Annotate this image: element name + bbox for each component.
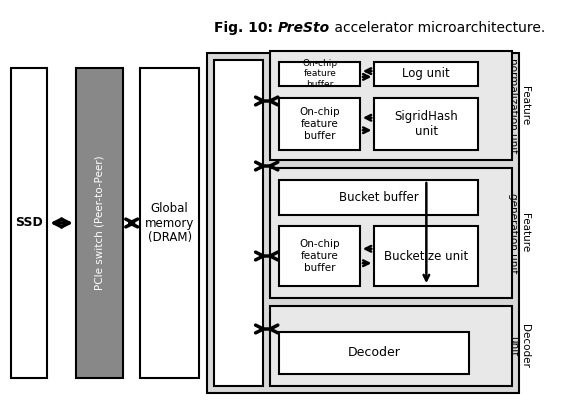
FancyBboxPatch shape: [374, 62, 478, 86]
FancyBboxPatch shape: [206, 53, 519, 393]
Text: Decoder: Decoder: [348, 346, 401, 359]
Text: Bucket buffer: Bucket buffer: [339, 191, 419, 204]
FancyBboxPatch shape: [374, 226, 478, 286]
FancyBboxPatch shape: [280, 62, 360, 86]
FancyBboxPatch shape: [270, 306, 512, 386]
FancyBboxPatch shape: [270, 168, 512, 298]
FancyBboxPatch shape: [214, 60, 263, 386]
Text: PreSto: PreSto: [278, 21, 330, 35]
Text: Feature
generation unit: Feature generation unit: [509, 193, 530, 273]
Text: Bucketize unit: Bucketize unit: [384, 250, 468, 262]
Text: Log unit: Log unit: [403, 67, 450, 80]
FancyBboxPatch shape: [280, 226, 360, 286]
FancyBboxPatch shape: [76, 68, 123, 378]
Text: SSD: SSD: [15, 217, 43, 229]
FancyBboxPatch shape: [11, 68, 47, 378]
Text: Fig. 10:: Fig. 10:: [214, 21, 278, 35]
FancyBboxPatch shape: [374, 98, 478, 150]
FancyBboxPatch shape: [280, 98, 360, 150]
FancyBboxPatch shape: [280, 180, 478, 215]
Text: On-chip
feature
buffer: On-chip feature buffer: [299, 107, 340, 141]
Text: On-chip
feature
buffer: On-chip feature buffer: [302, 59, 338, 89]
FancyBboxPatch shape: [280, 332, 469, 374]
Text: accelerator microarchitecture.: accelerator microarchitecture.: [330, 21, 545, 35]
FancyBboxPatch shape: [270, 51, 512, 160]
FancyBboxPatch shape: [140, 68, 199, 378]
Text: On-chip
feature
buffer: On-chip feature buffer: [299, 239, 340, 273]
Text: Global
memory
(DRAM): Global memory (DRAM): [145, 202, 195, 244]
Text: SigridHash
unit: SigridHash unit: [394, 110, 458, 138]
Text: PCIe switch (Peer-to-Peer): PCIe switch (Peer-to-Peer): [94, 156, 104, 290]
Text: Decoder
unit: Decoder unit: [509, 324, 530, 368]
Text: Feature
normalization unit: Feature normalization unit: [509, 58, 530, 153]
